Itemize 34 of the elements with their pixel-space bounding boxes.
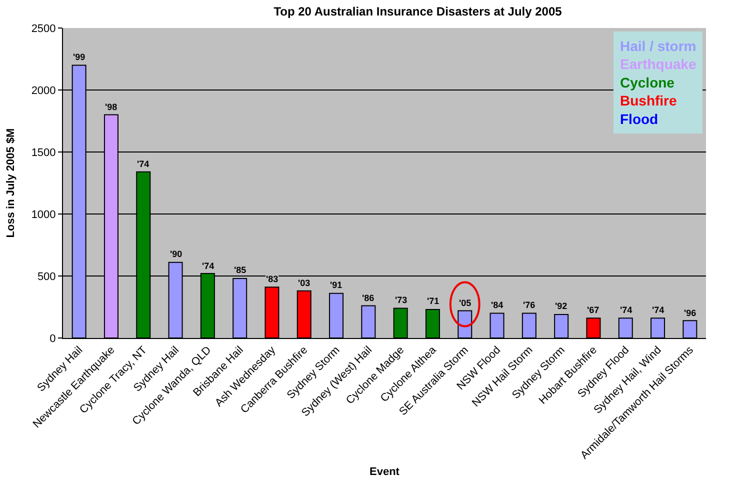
annotation: '05 [459, 298, 472, 308]
annotation: '99 [73, 52, 86, 62]
annotation: '90 [170, 249, 182, 259]
annotation: '92 [555, 301, 568, 311]
annotation: '67 [587, 305, 600, 315]
annotation: '03 [298, 278, 310, 288]
text: Hail / storm [620, 38, 696, 54]
annotation: '74 [137, 159, 150, 169]
y-tick-label: 2000 [31, 84, 56, 97]
y-tick-label: 500 [37, 270, 56, 283]
text: Cyclone [620, 74, 675, 90]
annotation: '86 [362, 293, 374, 303]
annotation: '74 [652, 305, 664, 315]
annotation: '74 [202, 261, 214, 271]
y-tick-label: 1000 [31, 208, 56, 221]
x-axis-title: Event [370, 466, 400, 478]
annotation: '84 [491, 300, 504, 310]
text: Earthquake [620, 56, 696, 72]
annotation: '98 [105, 102, 118, 112]
annotation: '85 [234, 265, 246, 275]
annotation: '83 [266, 274, 278, 284]
annotation: '74 [620, 305, 632, 315]
y-axis-title: Loss in July 2005 $M [4, 128, 17, 238]
y-tick-label: 0 [50, 332, 56, 345]
y-tick-label: 1500 [31, 146, 56, 159]
annotation: '76 [523, 300, 536, 310]
text: Bushfire [620, 92, 677, 109]
annotation: '73 [395, 295, 408, 305]
annotation: '91 [330, 280, 342, 290]
legend-label: Flood [620, 110, 658, 127]
annotation: '96 [684, 308, 696, 318]
chart-title: Top 20 Australian Insurance Disasters at July 2005 [274, 4, 562, 19]
annotation: '71 [427, 296, 440, 306]
y-tick-label: 2500 [31, 22, 56, 35]
